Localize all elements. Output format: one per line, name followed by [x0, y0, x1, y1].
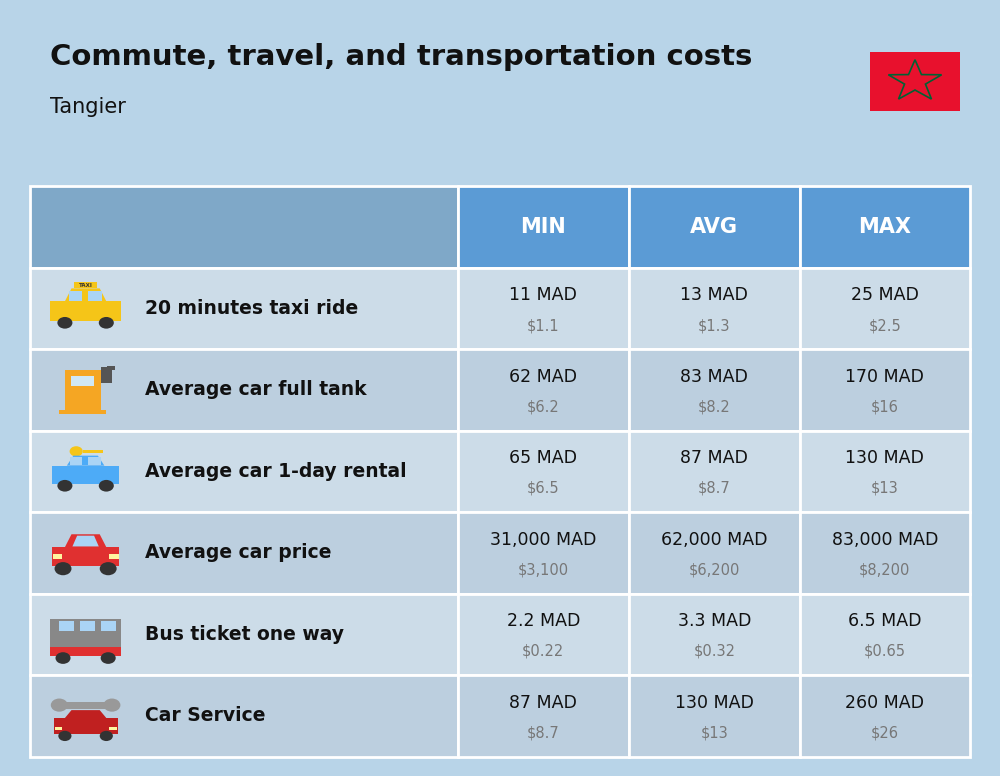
Text: $6.2: $6.2 — [527, 400, 560, 414]
Text: $1.1: $1.1 — [527, 318, 560, 333]
Text: $8,200: $8,200 — [859, 563, 911, 577]
Text: $6,200: $6,200 — [689, 563, 740, 577]
Text: 2.2 MAD: 2.2 MAD — [507, 612, 580, 630]
Text: $16: $16 — [871, 400, 899, 414]
Text: 83 MAD: 83 MAD — [680, 368, 748, 386]
Text: 11 MAD: 11 MAD — [509, 286, 577, 304]
Text: $26: $26 — [871, 726, 899, 740]
Text: $6.5: $6.5 — [527, 481, 560, 496]
Text: 62,000 MAD: 62,000 MAD — [661, 531, 768, 549]
Text: $0.32: $0.32 — [693, 644, 735, 659]
Text: 20 minutes taxi ride: 20 minutes taxi ride — [145, 299, 359, 318]
Text: MAX: MAX — [858, 217, 911, 237]
Text: 260 MAD: 260 MAD — [845, 694, 924, 712]
Text: 87 MAD: 87 MAD — [509, 694, 577, 712]
Text: 87 MAD: 87 MAD — [680, 449, 748, 467]
Text: 170 MAD: 170 MAD — [845, 368, 924, 386]
Text: $0.22: $0.22 — [522, 644, 564, 659]
Text: Tangier: Tangier — [50, 97, 126, 117]
Text: 13 MAD: 13 MAD — [680, 286, 748, 304]
Text: 31,000 MAD: 31,000 MAD — [490, 531, 596, 549]
Text: $13: $13 — [871, 481, 899, 496]
Text: Commute, travel, and transportation costs: Commute, travel, and transportation cost… — [50, 43, 752, 71]
Text: $8.7: $8.7 — [527, 726, 560, 740]
Text: 62 MAD: 62 MAD — [509, 368, 577, 386]
Text: Bus ticket one way: Bus ticket one way — [145, 625, 344, 644]
Text: AVG: AVG — [690, 217, 738, 237]
Text: 25 MAD: 25 MAD — [851, 286, 919, 304]
Text: 130 MAD: 130 MAD — [675, 694, 754, 712]
Text: 3.3 MAD: 3.3 MAD — [678, 612, 751, 630]
Text: Car Service: Car Service — [145, 706, 266, 726]
Text: MIN: MIN — [520, 217, 566, 237]
Text: 6.5 MAD: 6.5 MAD — [848, 612, 922, 630]
Text: 65 MAD: 65 MAD — [509, 449, 577, 467]
Text: 83,000 MAD: 83,000 MAD — [832, 531, 938, 549]
Text: $2.5: $2.5 — [869, 318, 901, 333]
Text: Average car 1-day rental: Average car 1-day rental — [145, 462, 407, 481]
Text: $8.2: $8.2 — [698, 400, 731, 414]
Text: Average car price: Average car price — [145, 543, 332, 563]
Text: $8.7: $8.7 — [698, 481, 731, 496]
Text: Average car full tank: Average car full tank — [145, 380, 367, 400]
Text: $13: $13 — [700, 726, 728, 740]
Text: $3,100: $3,100 — [518, 563, 569, 577]
Text: TAXI: TAXI — [79, 282, 93, 288]
Text: $1.3: $1.3 — [698, 318, 731, 333]
Text: $0.65: $0.65 — [864, 644, 906, 659]
Text: 130 MAD: 130 MAD — [845, 449, 924, 467]
